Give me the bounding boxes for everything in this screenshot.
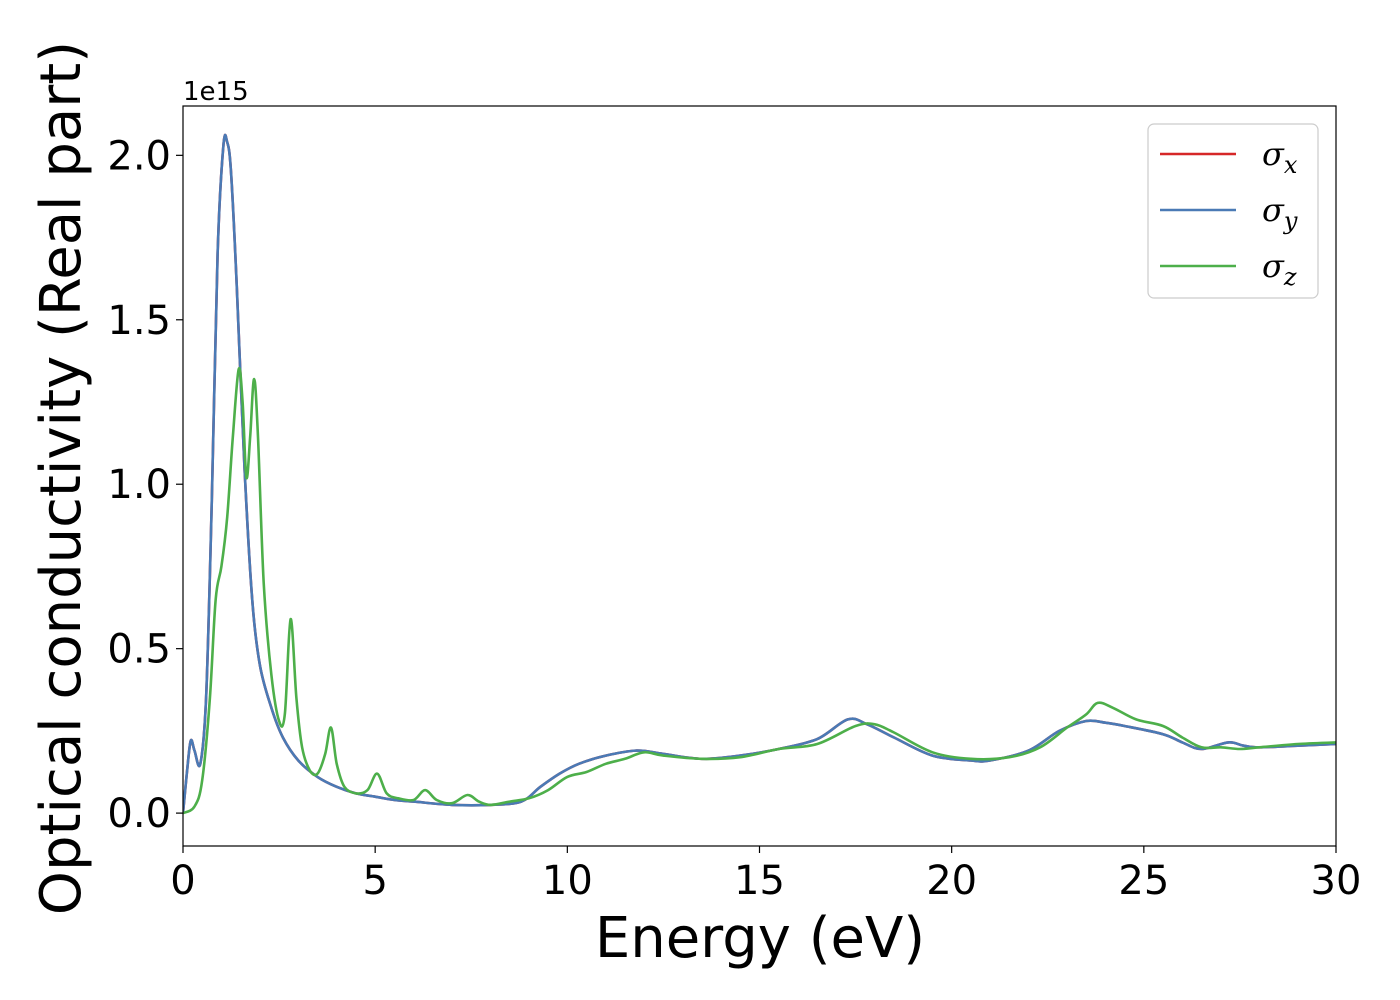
y-axis: 0.0 0.5 1.0 1.5 2.0 [107,133,183,837]
x-tick-label: 30 [1311,858,1362,904]
plot-area [183,133,1336,815]
x-tick-label: 0 [170,858,195,904]
x-tick-label: 10 [542,858,593,904]
y-tick-label: 1.0 [107,462,171,508]
x-tick-label: 25 [1118,858,1169,904]
y-tick-label: 0.0 [107,791,171,837]
y-tick-label: 1.5 [107,298,171,344]
legend-label-x: σx [1262,135,1298,179]
series-line-z [183,366,1336,815]
x-tick-label: 5 [362,858,387,904]
y-tick-label: 0.5 [107,627,171,673]
plot-frame [182,105,1337,847]
y-axis-title: Optical conductivity (Real part) [29,41,94,915]
series-line-y [183,133,1336,814]
x-tick-label: 20 [926,858,977,904]
x-axis-title: Energy (eV) [595,906,925,971]
y-tick-label: 2.0 [107,133,171,179]
legend-label-y: σy [1262,191,1298,235]
x-tick-label: 15 [734,858,785,904]
y-offset-label: 1e15 [183,77,249,107]
x-axis: 0 5 10 15 20 25 30 [170,846,1361,904]
